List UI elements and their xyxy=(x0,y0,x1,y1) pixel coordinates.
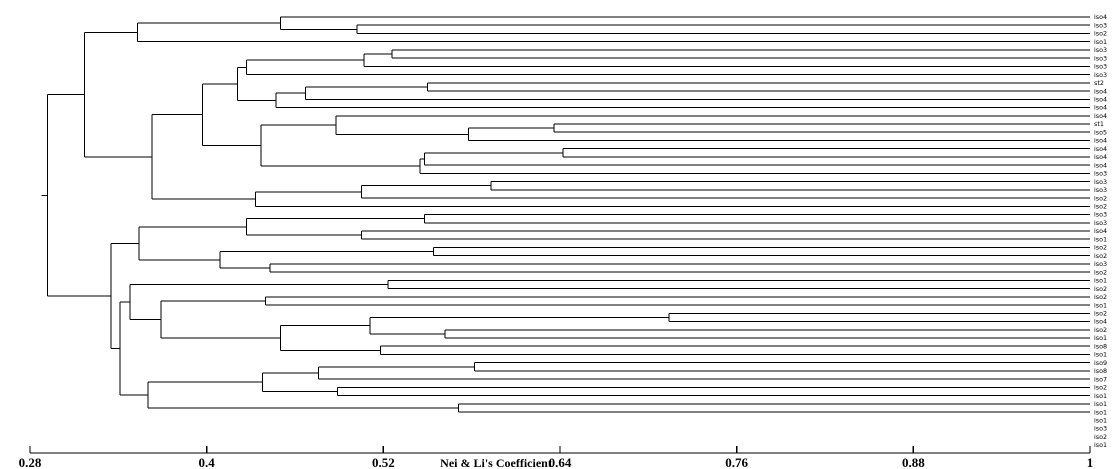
leaf-label: iso3 xyxy=(1094,219,1107,227)
leaf-label: iso3 xyxy=(1094,54,1107,62)
leaf-label: iso4 xyxy=(1094,137,1107,145)
x-axis-ticks: 0.28 0.4 0.52 0.64 0.76 0.88 1 xyxy=(19,446,1094,469)
leaf-label: iso3 xyxy=(1094,71,1107,79)
leaf-label: iso2 xyxy=(1094,326,1107,334)
x-tick-label: 0.28 xyxy=(19,455,42,469)
x-tick-label: 0.64 xyxy=(549,455,572,469)
leaf-label: iso1 xyxy=(1094,38,1107,46)
leaf-label: iso2 xyxy=(1094,285,1107,293)
leaf-label: iso1 xyxy=(1094,301,1107,309)
leaf-label: iso3 xyxy=(1094,178,1107,186)
leaf-label: iso1 xyxy=(1094,392,1107,400)
leaf-label: iso4 xyxy=(1094,112,1107,120)
leaf-label: iso2 xyxy=(1094,203,1107,211)
x-tick-label: 0.76 xyxy=(725,455,748,469)
leaf-label: iso1 xyxy=(1094,277,1107,285)
leaf-label: iso3 xyxy=(1094,260,1107,268)
leaf-label: iso3 xyxy=(1094,170,1107,178)
leaf-label: st2 xyxy=(1094,79,1104,87)
leaf-label: iso8 xyxy=(1094,367,1107,375)
leaf-label: iso3 xyxy=(1094,21,1107,29)
leaf-label: iso5 xyxy=(1094,128,1107,136)
leaf-label: iso4 xyxy=(1094,87,1107,95)
leaf-label: iso1 xyxy=(1094,235,1107,243)
leaf-label: iso4 xyxy=(1094,145,1107,153)
leaf-label: iso4 xyxy=(1094,153,1107,161)
leaf-label: iso2 xyxy=(1094,252,1107,260)
leaf-label: iso2 xyxy=(1094,384,1107,392)
leaf-label: iso4 xyxy=(1094,13,1107,21)
leaf-label: iso2 xyxy=(1094,433,1107,441)
leaf-label: iso1 xyxy=(1094,351,1107,359)
leaf-label: iso2 xyxy=(1094,310,1107,318)
leaf-label: iso2 xyxy=(1094,30,1107,38)
leaf-label-column: iso4iso3iso2iso1iso3iso3iso3iso3st2iso4i… xyxy=(1094,13,1107,449)
leaf-label: iso1 xyxy=(1094,408,1107,416)
x-tick-label: 1 xyxy=(1087,455,1094,469)
leaf-label: iso4 xyxy=(1094,318,1107,326)
dendrogram-branches xyxy=(41,16,1090,413)
leaf-label: iso4 xyxy=(1094,227,1107,235)
x-axis: 0.28 0.4 0.52 0.64 0.76 0.88 1 Nei & Li's Coef… xyxy=(19,446,1094,469)
leaf-label: iso3 xyxy=(1094,186,1107,194)
x-tick-label: 0.4 xyxy=(199,455,216,469)
leaf-label: iso3 xyxy=(1094,425,1107,433)
leaf-label: iso8 xyxy=(1094,342,1107,350)
leaf-label: iso4 xyxy=(1094,104,1107,112)
leaf-label: iso9 xyxy=(1094,359,1107,367)
leaf-label: iso3 xyxy=(1094,46,1107,54)
leaf-label: iso2 xyxy=(1094,268,1107,276)
leaf-label: iso2 xyxy=(1094,244,1107,252)
leaf-label: iso7 xyxy=(1094,375,1107,383)
x-tick-label: 0.52 xyxy=(372,455,395,469)
leaf-label: iso3 xyxy=(1094,63,1107,71)
leaf-label: iso2 xyxy=(1094,194,1107,202)
leaf-label: iso1 xyxy=(1094,417,1107,425)
x-axis-title: Nei & Li's Coefficient xyxy=(440,456,552,469)
leaf-label: iso4 xyxy=(1094,161,1107,169)
x-tick-label: 0.88 xyxy=(902,455,925,469)
leaf-label: iso2 xyxy=(1094,293,1107,301)
leaf-label: iso1 xyxy=(1094,400,1107,408)
leaf-label: st1 xyxy=(1094,120,1104,128)
leaf-label: iso3 xyxy=(1094,211,1107,219)
leaf-label: iso4 xyxy=(1094,96,1107,104)
leaf-label: iso1 xyxy=(1094,334,1107,342)
leaf-label: iso1 xyxy=(1094,441,1107,449)
